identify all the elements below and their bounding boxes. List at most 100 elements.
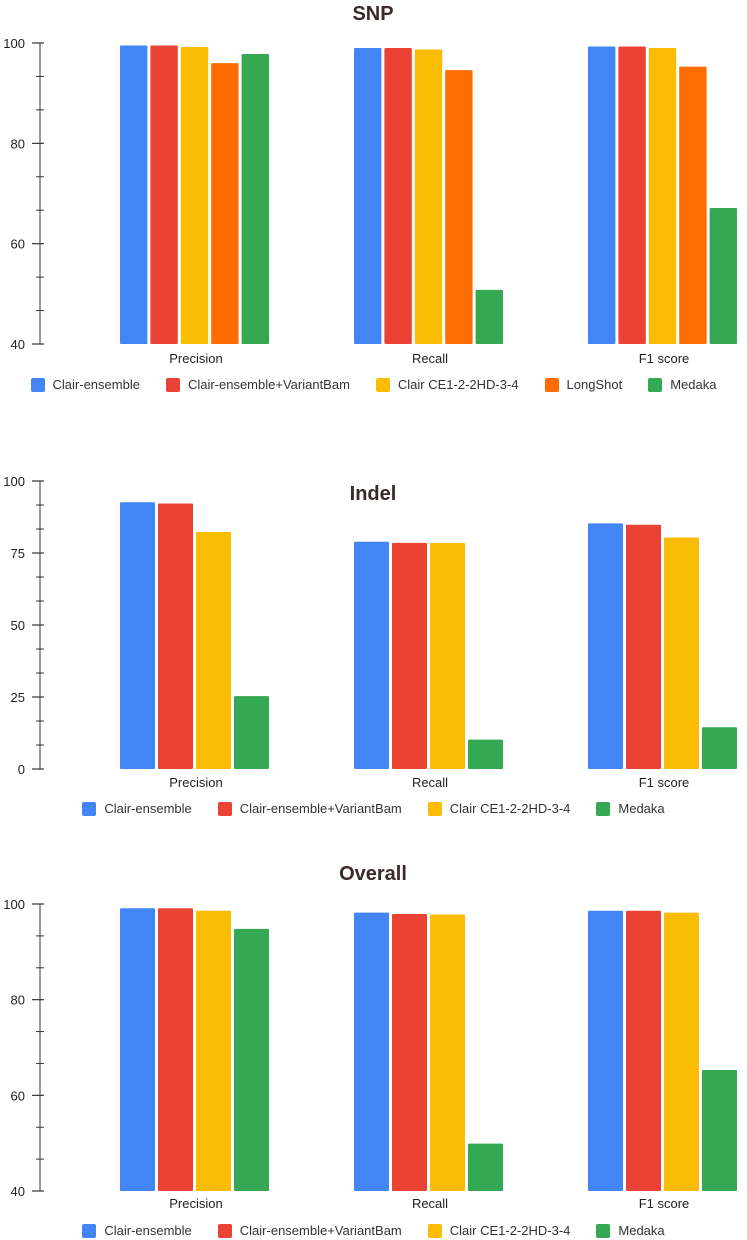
bar-medaka-recall [468,739,503,769]
bar-medaka-f1-score [702,1069,737,1191]
y-tick-label: 60 [11,237,25,252]
bar-medaka-f1-score [702,727,737,769]
legend-item: Medaka [648,377,716,392]
legend-swatch [82,1223,97,1238]
bar-medaka-precision [234,928,269,1191]
legend-label: Clair-ensemble+VariantBam [239,1223,402,1238]
y-tick-label: 0 [18,762,25,777]
x-category-label: F1 score [639,775,690,790]
chart-title: SNP [352,3,393,25]
legend-label: LongShot [566,377,623,392]
legend-label: Medaka [670,377,717,392]
bar-clair-ce1-2-2hd-3-4-precision [180,47,209,344]
legend-label: Clair CE1-2-2HD-3-4 [449,801,571,816]
x-category-label: F1 score [639,1196,690,1211]
y-tick-label: 100 [3,36,25,51]
legend-item: Clair CE1-2-2HD-3-4 [427,1223,571,1238]
bar-clair-ce1-2-2hd-3-4-recall [430,914,465,1191]
legend-label: Clair CE1-2-2HD-3-4 [449,1223,571,1238]
bar-clair-ensemble-precision [120,45,148,345]
legend-item: Clair CE1-2-2HD-3-4 [427,801,571,816]
bar-clair-ce1-2-2hd-3-4-precision [196,531,231,769]
bar-clair-ensemble-variantbam-precision [158,503,193,769]
legend-label: Clair-ensemble [104,801,192,816]
bar-clair-ensemble-recall [354,48,382,345]
bar-clair-ensemble-variantbam-f1-score [618,46,646,345]
bar-medaka-recall [475,289,503,344]
legend-swatch [427,1223,442,1238]
chart-title: Indel [350,483,397,505]
bar-clair-ensemble-variantbam-recall [392,542,427,769]
bar-clair-ensemble-variantbam-f1-score [626,524,661,769]
bar-medaka-precision [241,54,269,344]
bar-medaka-recall [468,1143,503,1191]
bar-longshot-precision [211,63,239,345]
chart-title: Overall [339,863,407,885]
x-category-label: F1 score [639,351,690,366]
bar-clair-ensemble-variantbam-recall [392,914,427,1191]
x-category-label: Recall [412,351,448,366]
bar-clair-ensemble-precision [120,908,155,1191]
y-tick-label: 25 [11,690,25,705]
bar-medaka-precision [234,696,269,769]
chart-indel: Indel 0 25 50 75 100 Precision Recall F1 score [3,474,737,790]
legend-swatch [165,377,180,392]
legend-item: Medaka [596,1223,665,1238]
legend-swatch [427,801,442,816]
bar-clair-ensemble-recall [354,912,389,1191]
bar-clair-ce1-2-2hd-3-4-f1-score [664,912,699,1191]
bar-clair-ensemble-variantbam-precision [150,45,178,345]
legend-swatch [217,801,232,816]
legend-swatch [30,377,45,392]
bar-clair-ensemble-variantbam-recall [384,48,412,345]
chart-overall: Overall 40 60 80 100 Precision Recall F1 score [3,863,737,1211]
y-tick-label: 80 [11,993,25,1008]
bar-clair-ensemble-f1-score [588,910,623,1191]
y-tick-label: 40 [11,337,25,352]
bar-longshot-recall [445,70,473,344]
bar-clair-ensemble-variantbam-f1-score [626,910,661,1191]
x-category-label: Precision [169,1196,222,1211]
bar-clair-ensemble-variantbam-precision [158,908,193,1191]
x-category-label: Precision [169,775,222,790]
legend-swatch [217,1223,232,1238]
bar-longshot-f1-score [679,66,707,344]
legend-label: Medaka [618,801,665,816]
legend-label: Clair-ensemble+VariantBam [239,801,402,816]
legend-item: Clair-ensemble [82,801,192,816]
y-tick-label: 50 [11,618,25,633]
bar-clair-ce1-2-2hd-3-4-f1-score [648,48,677,345]
bar-clair-ensemble-precision [120,502,155,769]
bar-clair-ce1-2-2hd-3-4-recall [430,542,465,769]
y-tick-label: 40 [11,1184,25,1199]
x-category-label: Recall [412,1196,448,1211]
legend-label: Clair-ensemble [52,377,140,392]
legend-swatch [648,377,663,392]
bar-clair-ensemble-f1-score [588,523,623,769]
legend-item: Medaka [596,801,665,816]
y-tick-label: 60 [11,1088,25,1103]
legend-label: Clair-ensemble+VariantBam [187,377,350,392]
x-category-label: Precision [169,351,222,366]
legend-item: Clair-ensemble+VariantBam [217,801,402,816]
bar-clair-ensemble-recall [354,541,389,769]
legend-item: Clair-ensemble [82,1223,192,1238]
bar-clair-ensemble-f1-score [588,46,616,345]
legend-swatch [82,801,97,816]
legend-item: Clair-ensemble [30,377,140,392]
legend: Clair-ensemble Clair-ensemble+VariantBam C… [0,801,747,816]
y-tick-label: 100 [3,474,25,489]
legend-swatch [375,377,390,392]
legend-label: Clair-ensemble [104,1223,192,1238]
legend-swatch [544,377,559,392]
y-tick-label: 100 [3,897,25,912]
legend: Clair-ensemble Clair-ensemble+VariantBam C… [0,1223,747,1238]
legend-item: Clair-ensemble+VariantBam [217,1223,402,1238]
x-category-label: Recall [412,775,448,790]
legend-item: Clair CE1-2-2HD-3-4 [375,377,519,392]
y-tick-label: 80 [11,136,25,151]
legend-item: Clair-ensemble+VariantBam [165,377,350,392]
bar-clair-ce1-2-2hd-3-4-recall [414,49,443,344]
legend-swatch [596,1223,611,1238]
